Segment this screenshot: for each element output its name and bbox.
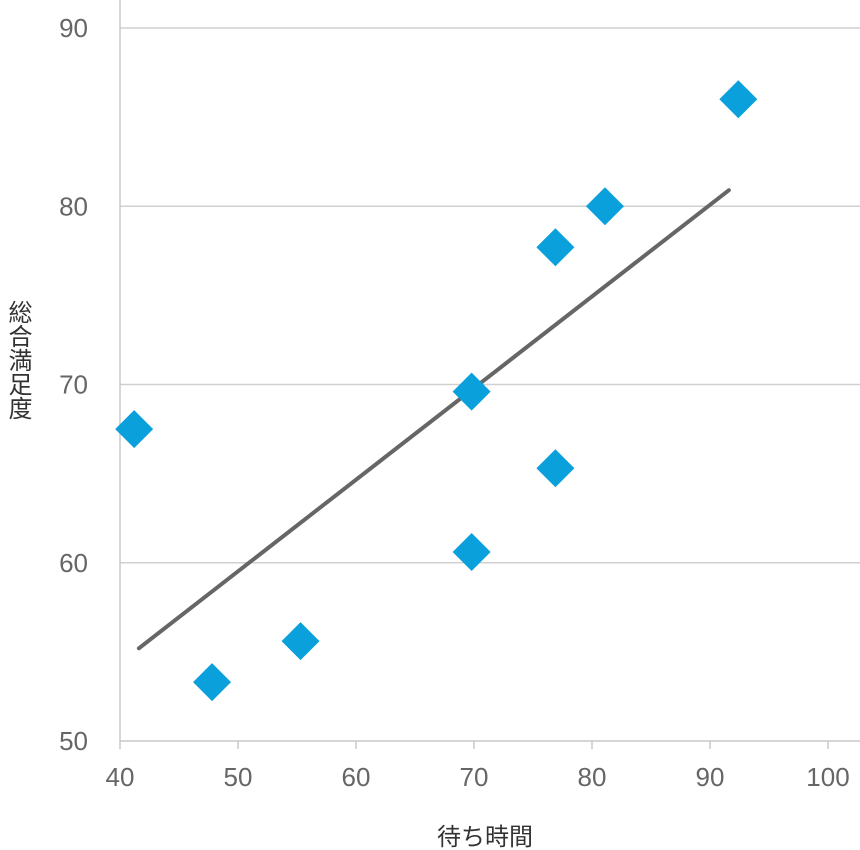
y-axis-title: 総合満足度	[4, 300, 32, 420]
data-point	[536, 228, 575, 267]
trendline	[136, 188, 731, 651]
y-tick-label: 80	[59, 191, 88, 221]
y-tick-label: 90	[59, 13, 88, 43]
data-point	[115, 410, 154, 449]
x-tick-label: 90	[696, 762, 725, 792]
y-tick-label: 70	[59, 370, 88, 400]
x-tick-label: 100	[806, 762, 849, 792]
x-tick-label: 50	[224, 762, 253, 792]
data-point	[281, 622, 320, 661]
y-tick-label: 60	[59, 548, 88, 578]
points-group	[115, 80, 758, 702]
data-point	[585, 187, 624, 226]
data-point	[193, 663, 232, 702]
y-tick-label: 50	[59, 726, 88, 756]
data-point	[719, 80, 758, 119]
x-tick-label: 80	[578, 762, 607, 792]
tick-labels: 50 60 70 80 90 40 50 60 70 80 90 100	[59, 13, 850, 792]
grid	[120, 27, 860, 564]
x-tick-label: 60	[342, 762, 371, 792]
data-point	[452, 372, 491, 411]
x-axis-title: 待ち時間	[437, 823, 533, 850]
trendline-group	[136, 188, 731, 651]
data-point	[536, 449, 575, 488]
x-tick-label: 40	[106, 762, 135, 792]
data-point	[452, 533, 491, 572]
x-tick-label: 70	[460, 762, 489, 792]
axes	[119, 0, 860, 749]
